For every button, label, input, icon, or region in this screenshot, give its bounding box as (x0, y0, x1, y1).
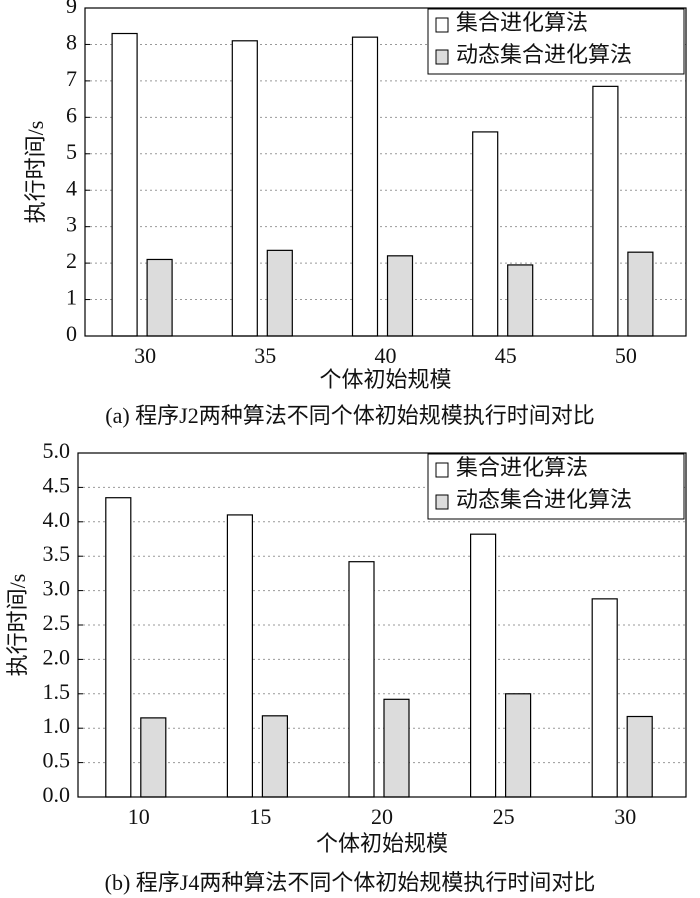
y-tick-label: 2.5 (43, 610, 71, 635)
legend-box (427, 453, 685, 520)
y-tick-label: 9 (66, 0, 77, 18)
bar (140, 717, 167, 798)
x-tick-label: 10 (128, 804, 150, 829)
legend-swatch (435, 494, 449, 510)
y-tick-label: 1 (66, 285, 77, 310)
x-tick-label: 30 (134, 343, 156, 368)
bar (627, 251, 654, 337)
bar (105, 497, 132, 798)
legend-swatch (435, 17, 449, 33)
y-tick-label: 0 (66, 321, 77, 346)
y-axis-label: 执行时间/s (23, 121, 48, 224)
x-tick-label: 20 (371, 804, 393, 829)
bar (383, 698, 410, 798)
y-tick-label: 8 (66, 29, 77, 54)
bar (386, 255, 414, 337)
legend-swatch (435, 462, 449, 478)
bar (348, 561, 375, 798)
y-tick-label: 1.0 (43, 713, 71, 738)
legend-box (427, 8, 685, 75)
bar (261, 715, 288, 798)
x-tick-label: 30 (614, 804, 636, 829)
caption: (b) 程序J4两种算法不同个体初始规模执行时间对比 (105, 870, 596, 895)
caption: (a) 程序J2两种算法不同个体初始规模执行时间对比 (105, 403, 594, 428)
bar (505, 693, 532, 798)
bar (507, 264, 534, 337)
y-tick-label: 7 (66, 66, 77, 91)
y-tick-label: 6 (66, 102, 77, 127)
y-tick-label: 5 (66, 139, 77, 164)
y-tick-label: 4.0 (43, 507, 71, 532)
plot-frame (84, 7, 687, 337)
y-tick-label: 3.5 (43, 541, 71, 566)
bar (226, 514, 253, 798)
y-tick-label: 4 (66, 175, 77, 200)
y-tick-label: 2 (66, 248, 77, 273)
bar (351, 36, 379, 337)
x-tick-label: 40 (375, 343, 397, 368)
y-tick-label: 3 (66, 212, 77, 237)
x-tick-label: 25 (493, 804, 515, 829)
y-tick-label: 4.5 (43, 472, 71, 497)
legend-swatch (435, 49, 449, 65)
x-tick-label: 15 (249, 804, 271, 829)
bar (146, 258, 173, 337)
x-tick-label: 35 (254, 343, 276, 368)
bar (592, 85, 619, 337)
bar (472, 131, 499, 337)
bar (266, 249, 293, 337)
legend-label: 集合进化算法 (456, 455, 588, 480)
y-tick-label: 0.5 (43, 748, 71, 773)
y-tick-label: 1.5 (43, 679, 71, 704)
x-tick-label: 45 (495, 343, 517, 368)
y-tick-label: 3.0 (43, 576, 71, 601)
bar (111, 32, 138, 337)
x-tick-label: 50 (615, 343, 637, 368)
x-axis-label: 个体初始规模 (316, 831, 448, 856)
legend-label: 集合进化算法 (456, 10, 588, 35)
plot-frame (77, 452, 687, 798)
legend-label: 动态集合进化算法 (456, 42, 632, 67)
legend-label: 动态集合进化算法 (456, 487, 632, 512)
bar (470, 533, 497, 798)
y-tick-label: 0.0 (43, 782, 71, 807)
bar (591, 598, 618, 798)
y-tick-label: 2.0 (43, 644, 71, 669)
y-tick-label: 5.0 (43, 438, 71, 463)
x-axis-label: 个体初始规模 (319, 367, 451, 392)
y-axis-label: 执行时间/s (5, 574, 30, 677)
bar (626, 715, 653, 798)
bar (231, 40, 258, 337)
